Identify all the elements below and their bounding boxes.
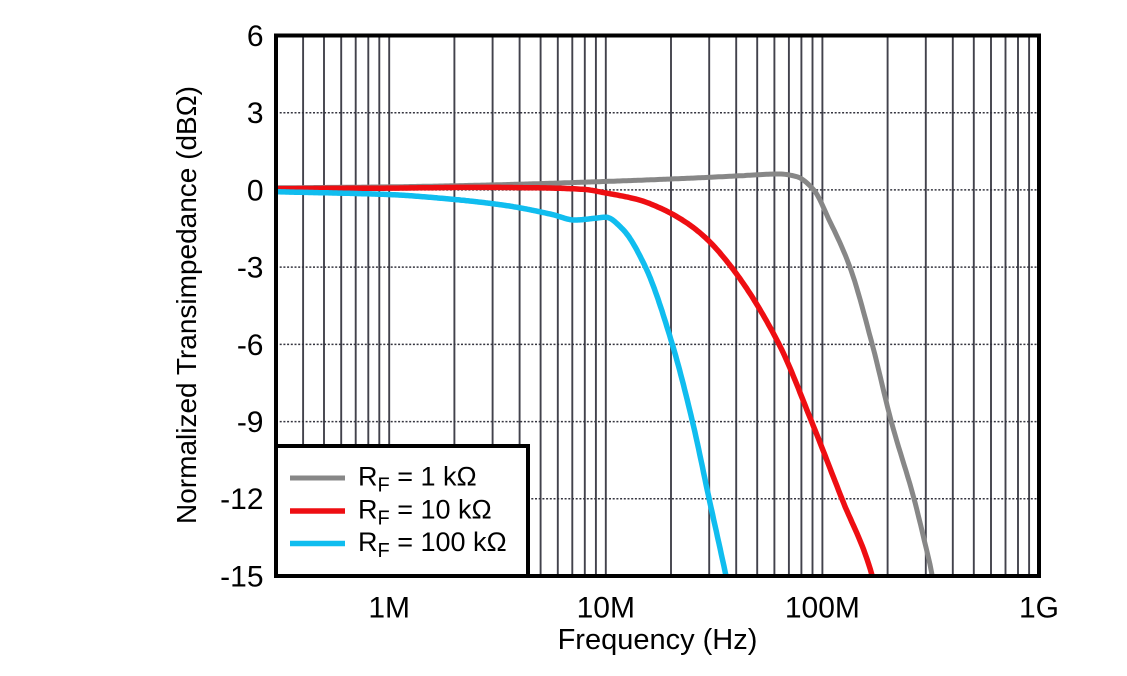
svg-text:Normalized Transimpedance (dBΩ: Normalized Transimpedance (dBΩ) — [171, 86, 202, 524]
svg-text:-9: -9 — [237, 406, 264, 439]
svg-text:3: 3 — [247, 97, 264, 130]
svg-text:Frequency (Hz): Frequency (Hz) — [558, 624, 758, 656]
svg-text:-3: -3 — [237, 252, 264, 285]
svg-text:-12: -12 — [220, 483, 263, 516]
svg-text:10M: 10M — [577, 592, 635, 625]
svg-text:0: 0 — [247, 174, 264, 207]
svg-text:RF = 1 kΩ: RF = 1 kΩ — [358, 462, 477, 497]
svg-text:1G: 1G — [1019, 592, 1059, 625]
svg-text:-15: -15 — [220, 560, 263, 593]
svg-text:6: 6 — [247, 20, 264, 53]
svg-text:1M: 1M — [368, 592, 410, 625]
svg-text:100M: 100M — [785, 592, 860, 625]
svg-text:-6: -6 — [237, 329, 264, 362]
